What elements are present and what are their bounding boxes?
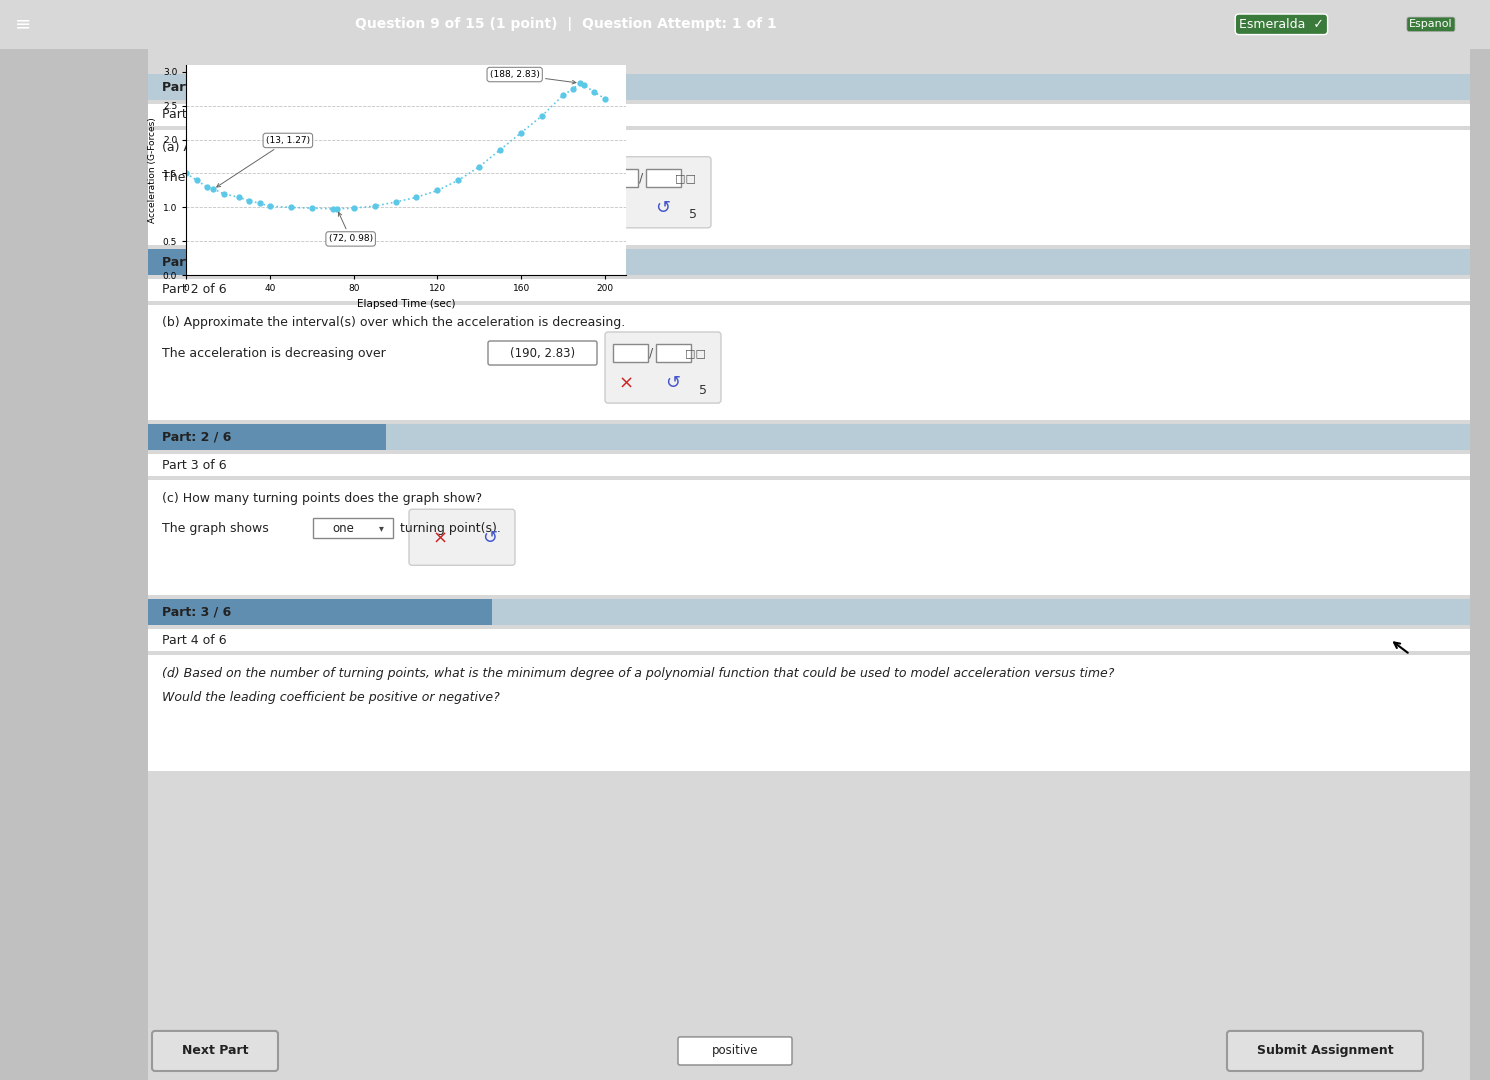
- Text: Part: 3 / 6: Part: 3 / 6: [162, 606, 231, 619]
- Text: (a) Approximate the interval(s) over which the acceleration is increasing.: (a) Approximate the interval(s) over whi…: [162, 141, 621, 154]
- Text: (72, 0.98): (72, 0.98): [329, 213, 372, 243]
- X-axis label: Elapsed Time (sec): Elapsed Time (sec): [356, 299, 456, 309]
- Bar: [148, 424, 1471, 450]
- Bar: [656, 345, 691, 362]
- Bar: [148, 599, 492, 625]
- Text: ↺: ↺: [666, 374, 681, 392]
- Text: Question 9 of 15 (1 point)  |  Question Attempt: 1 of 1: Question 9 of 15 (1 point) | Question At…: [355, 17, 778, 31]
- Bar: [148, 656, 1471, 771]
- Bar: [313, 518, 393, 538]
- Text: ↺: ↺: [483, 529, 498, 548]
- Bar: [148, 279, 1471, 301]
- Bar: [148, 248, 1471, 275]
- Text: (d) Based on the number of turning points, what is the minimum degree of a polyn: (d) Based on the number of turning point…: [162, 667, 1115, 680]
- Text: The acceleration is increasing over: The acceleration is increasing over: [162, 172, 381, 185]
- Text: Part 3 of 6: Part 3 of 6: [162, 459, 226, 472]
- FancyBboxPatch shape: [152, 1031, 279, 1071]
- Text: The graph shows: The graph shows: [162, 522, 268, 535]
- Text: (188, 2.83): (188, 2.83): [490, 70, 577, 84]
- Bar: [148, 248, 253, 275]
- Text: one: one: [332, 522, 355, 535]
- FancyBboxPatch shape: [595, 157, 711, 228]
- FancyBboxPatch shape: [489, 341, 597, 365]
- Bar: [148, 455, 1471, 476]
- Text: Part 4 of 6: Part 4 of 6: [162, 634, 226, 647]
- FancyBboxPatch shape: [678, 1037, 793, 1065]
- FancyBboxPatch shape: [486, 165, 586, 190]
- Bar: [148, 481, 1471, 595]
- Y-axis label: Acceleration (G-Forces): Acceleration (G-Forces): [149, 118, 158, 222]
- Text: Next Part: Next Part: [182, 1044, 249, 1057]
- Text: ↺: ↺: [656, 199, 670, 217]
- Text: Part 2 of 6: Part 2 of 6: [162, 283, 226, 296]
- Text: ×: ×: [618, 374, 633, 392]
- Text: ×: ×: [432, 529, 447, 548]
- Text: (c) How many turning points does the graph show?: (c) How many turning points does the gra…: [162, 491, 483, 504]
- Text: positive: positive: [712, 1044, 758, 1057]
- Bar: [647, 168, 681, 187]
- Bar: [603, 168, 638, 187]
- Bar: [148, 424, 386, 450]
- Text: Part 1 of 6: Part 1 of 6: [162, 108, 226, 121]
- Bar: [1471, 49, 1490, 1080]
- Bar: [148, 599, 1471, 625]
- Text: 5: 5: [699, 383, 706, 396]
- Bar: [148, 130, 1471, 245]
- Text: Part: 1 / 6: Part: 1 / 6: [162, 255, 231, 269]
- Bar: [148, 305, 1471, 420]
- Text: ×: ×: [608, 199, 623, 217]
- Bar: [612, 345, 648, 362]
- Text: □□: □□: [668, 173, 696, 183]
- Text: (190, 2.83): (190, 2.83): [510, 347, 575, 360]
- Text: (b) Approximate the interval(s) over which the acceleration is decreasing.: (b) Approximate the interval(s) over whi…: [162, 316, 626, 329]
- Text: Submit Assignment: Submit Assignment: [1256, 1044, 1393, 1057]
- Bar: [148, 630, 1471, 651]
- Text: (13, 1.27): (13, 1.27): [216, 136, 310, 187]
- Text: ▾: ▾: [378, 523, 383, 534]
- Text: ≡: ≡: [15, 15, 31, 33]
- Text: /: /: [639, 172, 644, 185]
- FancyBboxPatch shape: [408, 510, 516, 565]
- Text: □□: □□: [678, 348, 706, 357]
- Text: Part: 0 / 6: Part: 0 / 6: [162, 80, 231, 93]
- Text: turning point(s).: turning point(s).: [399, 522, 501, 535]
- Text: The acceleration is decreasing over: The acceleration is decreasing over: [162, 347, 386, 360]
- Text: Would the leading coefficient be positive or negative?: Would the leading coefficient be positiv…: [162, 691, 499, 704]
- Text: (70, 190): (70, 190): [508, 172, 563, 185]
- Bar: [148, 73, 1471, 99]
- Bar: [148, 104, 1471, 125]
- Text: /: /: [648, 347, 653, 360]
- FancyBboxPatch shape: [605, 332, 721, 403]
- Bar: [0, 49, 148, 1080]
- Text: 5: 5: [688, 208, 697, 221]
- FancyBboxPatch shape: [1226, 1031, 1423, 1071]
- Bar: [148, 1020, 1471, 1080]
- Text: Part: 2 / 6: Part: 2 / 6: [162, 431, 231, 444]
- Text: Espanol: Espanol: [1410, 19, 1453, 29]
- Text: Esmeralda  ✓: Esmeralda ✓: [1240, 17, 1323, 31]
